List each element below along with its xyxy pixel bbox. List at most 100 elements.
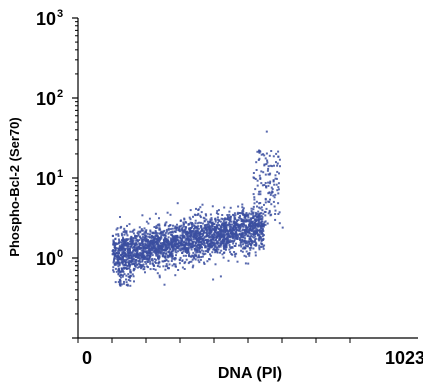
data-point xyxy=(176,242,179,245)
data-point xyxy=(208,226,211,229)
data-point xyxy=(244,247,246,250)
data-point xyxy=(148,249,151,252)
data-point xyxy=(234,214,237,217)
data-point xyxy=(207,247,210,250)
data-point xyxy=(265,186,268,189)
data-point xyxy=(129,251,132,254)
data-point xyxy=(223,233,225,236)
data-point xyxy=(239,238,241,241)
data-point xyxy=(223,248,226,250)
data-point xyxy=(145,244,147,247)
data-point xyxy=(127,238,130,241)
data-point xyxy=(172,243,174,246)
data-point xyxy=(189,255,192,258)
data-point xyxy=(204,231,207,234)
data-point xyxy=(277,213,280,215)
data-point xyxy=(119,226,122,229)
data-point xyxy=(143,244,146,247)
data-point xyxy=(135,254,138,257)
data-point xyxy=(191,246,194,249)
data-point xyxy=(125,278,127,281)
data-point xyxy=(154,231,157,234)
data-point xyxy=(170,237,172,240)
data-point xyxy=(244,216,247,219)
data-point xyxy=(195,245,198,248)
data-point xyxy=(181,266,184,269)
data-point xyxy=(161,234,164,236)
data-point xyxy=(255,216,258,219)
data-point xyxy=(247,216,250,219)
data-point xyxy=(250,213,253,216)
data-point xyxy=(128,267,131,270)
data-point xyxy=(208,230,211,233)
data-point xyxy=(112,253,115,256)
data-point xyxy=(144,230,147,233)
data-point xyxy=(127,249,129,252)
data-point xyxy=(255,169,258,171)
data-point xyxy=(132,255,135,258)
data-point xyxy=(162,265,165,268)
data-point xyxy=(254,218,256,221)
data-point xyxy=(128,248,131,251)
data-point xyxy=(172,235,175,238)
data-point xyxy=(260,170,263,173)
data-point xyxy=(235,233,238,235)
data-point xyxy=(264,220,267,223)
data-point xyxy=(201,235,204,238)
data-point xyxy=(237,235,240,238)
data-point xyxy=(154,229,157,232)
data-point xyxy=(165,259,168,262)
data-point xyxy=(128,264,131,267)
data-point xyxy=(230,228,233,230)
data-point xyxy=(137,230,140,233)
data-point xyxy=(209,230,212,233)
data-point xyxy=(131,240,134,243)
data-point xyxy=(170,260,173,262)
data-point xyxy=(140,252,143,255)
data-point xyxy=(209,220,212,223)
data-point xyxy=(147,238,149,241)
data-point xyxy=(158,236,160,239)
data-point xyxy=(224,227,226,230)
data-point xyxy=(247,262,250,265)
data-point xyxy=(169,228,172,231)
data-point xyxy=(276,170,279,173)
data-point xyxy=(248,251,251,254)
data-point xyxy=(178,230,181,233)
data-point xyxy=(238,212,241,214)
data-point xyxy=(197,227,200,230)
data-point xyxy=(265,130,268,133)
data-point xyxy=(120,267,123,270)
data-point xyxy=(167,228,170,231)
data-point xyxy=(151,232,154,235)
data-point xyxy=(161,253,164,256)
data-point xyxy=(164,255,167,258)
data-point xyxy=(209,225,212,228)
data-point xyxy=(166,265,169,268)
data-point xyxy=(124,239,127,242)
data-point xyxy=(123,242,126,245)
data-point xyxy=(256,228,259,231)
data-point xyxy=(228,244,231,246)
data-point xyxy=(235,252,238,255)
data-point xyxy=(149,262,152,265)
data-point xyxy=(258,215,261,218)
data-point xyxy=(134,265,137,268)
data-point xyxy=(225,246,228,249)
data-point xyxy=(215,248,218,251)
data-point xyxy=(180,229,183,232)
data-point xyxy=(158,265,161,268)
data-point xyxy=(253,196,256,199)
data-point xyxy=(119,241,122,244)
data-point xyxy=(120,274,123,277)
data-point xyxy=(149,252,152,255)
data-point xyxy=(190,260,193,263)
data-point xyxy=(197,241,200,244)
data-point xyxy=(198,234,201,237)
data-point xyxy=(171,253,174,255)
data-point xyxy=(189,236,192,239)
data-point xyxy=(223,229,226,232)
data-point xyxy=(119,281,122,284)
data-point xyxy=(162,260,165,263)
